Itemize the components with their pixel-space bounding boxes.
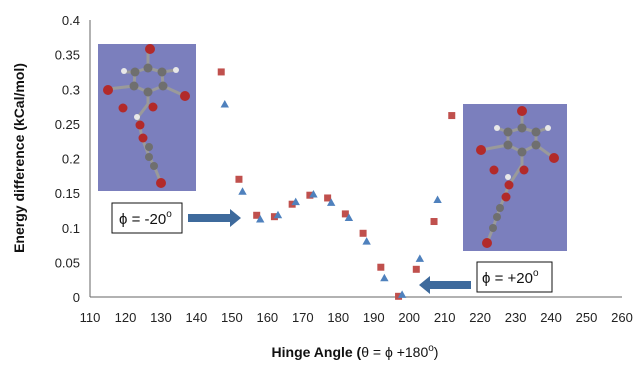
triangle-point: [433, 195, 442, 204]
triangle-point: [362, 237, 371, 245]
square-point: [235, 175, 243, 183]
y-tick-label: 0.25: [55, 117, 80, 132]
y-tick-label: 0.2: [62, 152, 80, 167]
square-point: [253, 211, 261, 219]
triangle-point: [326, 198, 336, 206]
x-tick-label: 200: [398, 310, 420, 325]
triangle-point: [309, 190, 318, 198]
x-tick-label: 150: [221, 310, 243, 325]
x-axis-title-prefix: Hinge Angle (: [272, 344, 362, 360]
x-tick-label: 180: [327, 310, 349, 325]
square-point: [306, 191, 314, 199]
x-axis-title: Hinge Angle (θ = ϕ +180o): [272, 343, 439, 360]
annotation-phi-plus-20: ϕ = +20o: [419, 261, 553, 294]
square-point: [412, 265, 420, 273]
square-point: [341, 210, 349, 218]
x-tick-label: 230: [505, 310, 527, 325]
triangle-point: [256, 214, 265, 223]
y-tick-label: 0.4: [62, 13, 80, 28]
data-marks: [217, 68, 456, 300]
y-tick-label: 0: [73, 290, 80, 305]
x-tick-label: 140: [186, 310, 208, 325]
molecule-phi-minus-20: [98, 44, 196, 191]
triangle-point: [397, 290, 407, 298]
square-point: [217, 68, 225, 76]
x-tick-label: 250: [576, 310, 598, 325]
x-tick-label: 260: [611, 310, 633, 325]
square-point: [395, 292, 403, 300]
arrow-left: [419, 276, 471, 294]
x-axis-title-suffix: ): [434, 344, 439, 360]
x-tick-label: 220: [469, 310, 491, 325]
square-point: [430, 218, 438, 226]
x-tick-label: 130: [150, 310, 172, 325]
y-tick-label: 0.15: [55, 186, 80, 201]
triangle-point: [291, 197, 300, 206]
arrow-right: [188, 209, 241, 227]
ticks: 110 120 130 140 150 160 170 180 190 200 210 220 230 2…: [55, 13, 633, 325]
y-axis-title: Energy difference (kCal/mol): [11, 63, 27, 253]
triangle-point: [380, 273, 389, 282]
x-tick-label: 240: [540, 310, 562, 325]
square-point: [448, 112, 456, 120]
square-point: [324, 194, 332, 202]
annotation-phi-plus-20-sup: o: [533, 268, 539, 279]
molecule-phi-plus-20: [463, 104, 567, 251]
y-tick-label: 0.1: [62, 221, 80, 236]
y-tick-label: 0.35: [55, 48, 80, 63]
annotation-phi-minus-20-text: ϕ = -20: [119, 211, 166, 228]
triangle-point: [220, 99, 229, 108]
triangle-point: [415, 254, 425, 262]
x-axis-title-symbol: θ = ϕ +180: [361, 344, 428, 360]
triangle-point: [238, 187, 247, 195]
x-tick-label: 190: [363, 310, 385, 325]
y-tick-label: 0.05: [55, 255, 80, 270]
x-axis-title-sup: o: [428, 343, 434, 354]
x-tick-label: 110: [80, 310, 101, 325]
y-tick-label: 0.3: [62, 82, 80, 97]
square-point: [377, 263, 385, 271]
annotation-phi-plus-20-text: ϕ = +20: [482, 270, 533, 287]
x-tick-label: 170: [292, 310, 314, 325]
annotation-phi-minus-20-sup: o: [166, 209, 172, 220]
svg-text:ϕ = +20o: ϕ = +20o: [482, 268, 539, 287]
x-tick-label: 120: [115, 310, 137, 325]
triangle-point: [344, 213, 354, 222]
svg-text:ϕ = -20o: ϕ = -20o: [119, 209, 172, 228]
x-tick-label: 210: [434, 310, 456, 325]
square-point: [359, 229, 367, 237]
x-tick-label: 160: [256, 310, 278, 325]
triangle-point: [273, 210, 283, 219]
square-point: [270, 213, 278, 221]
annotation-phi-minus-20: ϕ = -20o: [111, 202, 241, 234]
